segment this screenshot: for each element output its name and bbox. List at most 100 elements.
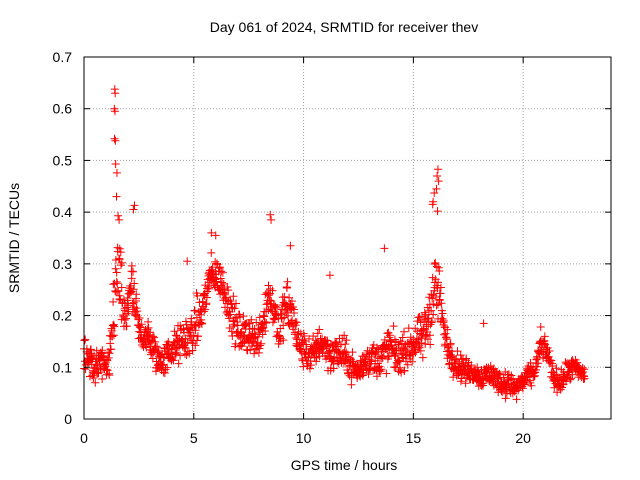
data-point — [279, 336, 288, 345]
data-point — [156, 352, 165, 361]
data-point — [342, 352, 351, 361]
data-point — [290, 328, 299, 337]
data-point — [434, 263, 443, 272]
data-point — [260, 317, 269, 326]
axis-ticks — [83, 56, 611, 420]
data-point — [115, 255, 124, 264]
data-point — [382, 369, 391, 378]
data-point — [109, 331, 118, 340]
data-point — [115, 291, 124, 300]
data-point — [152, 367, 161, 376]
data-point — [420, 308, 429, 317]
y-tick-label: 0.3 — [53, 256, 73, 272]
data-point — [195, 310, 204, 319]
data-point — [110, 134, 119, 143]
data-point — [467, 361, 476, 370]
data-point — [92, 346, 101, 355]
data-point — [239, 312, 248, 321]
data-point — [427, 317, 436, 326]
x-tick-label: 5 — [190, 430, 198, 446]
data-point — [416, 346, 425, 355]
data-point — [108, 332, 117, 341]
data-point — [205, 278, 214, 287]
data-point — [255, 313, 264, 322]
data-point — [443, 325, 452, 334]
data-point — [453, 347, 462, 356]
data-point — [127, 261, 136, 270]
data-point — [191, 341, 200, 350]
data-point — [135, 314, 144, 323]
data-point — [193, 332, 202, 341]
data-point — [550, 370, 559, 379]
data-point — [259, 311, 268, 320]
data-point — [116, 248, 125, 257]
data-point — [432, 262, 441, 271]
data-point — [431, 258, 440, 267]
data-point — [426, 340, 435, 349]
data-points — [80, 85, 589, 404]
data-point — [160, 369, 169, 378]
data-point — [110, 107, 119, 116]
data-point — [176, 351, 185, 360]
x-axis-label: GPS time / hours — [291, 457, 398, 473]
data-point — [302, 340, 311, 349]
data-point — [245, 319, 254, 328]
y-tick-label: 0.1 — [53, 359, 73, 375]
data-point — [533, 362, 542, 371]
data-point — [181, 344, 190, 353]
data-point — [418, 353, 427, 362]
data-point — [236, 313, 245, 322]
data-point — [207, 248, 216, 257]
data-point — [120, 315, 129, 324]
data-point — [282, 284, 291, 293]
data-point — [325, 271, 334, 280]
data-point — [427, 306, 436, 315]
data-point — [514, 386, 523, 395]
data-point — [280, 313, 289, 322]
data-point — [446, 339, 455, 348]
x-tick-label: 0 — [80, 430, 88, 446]
data-point — [197, 315, 206, 324]
data-point — [436, 289, 445, 298]
data-point — [116, 261, 125, 270]
data-point — [566, 375, 575, 384]
data-point — [271, 302, 280, 311]
data-point — [433, 165, 442, 174]
y-axis-label: SRMTID / TECUs — [6, 183, 22, 293]
data-point — [98, 375, 107, 384]
data-point — [372, 372, 381, 381]
data-point — [264, 281, 273, 290]
data-point — [115, 215, 124, 224]
data-point — [340, 331, 349, 340]
data-point — [435, 266, 444, 275]
data-point — [391, 352, 400, 361]
data-point — [111, 136, 120, 145]
data-point — [380, 244, 389, 253]
data-point — [423, 314, 432, 323]
data-point — [408, 357, 417, 366]
data-point — [425, 331, 434, 340]
data-point — [112, 192, 121, 201]
data-point — [148, 332, 157, 341]
grid — [84, 57, 611, 419]
data-point — [129, 267, 138, 276]
data-point — [266, 210, 275, 219]
data-point — [398, 333, 407, 342]
data-point — [272, 303, 281, 312]
data-point — [112, 277, 121, 286]
data-point — [378, 353, 387, 362]
data-point — [429, 310, 438, 319]
data-point — [183, 347, 192, 356]
data-point — [428, 294, 437, 303]
data-point — [415, 343, 424, 352]
data-point — [568, 370, 577, 379]
data-point — [151, 342, 160, 351]
data-point — [105, 371, 114, 380]
data-point — [161, 365, 170, 374]
data-point — [479, 319, 488, 328]
data-point — [433, 207, 442, 216]
y-tick-label: 0.6 — [53, 101, 73, 117]
data-point — [373, 352, 382, 361]
data-point — [91, 378, 100, 387]
data-point — [215, 263, 224, 272]
